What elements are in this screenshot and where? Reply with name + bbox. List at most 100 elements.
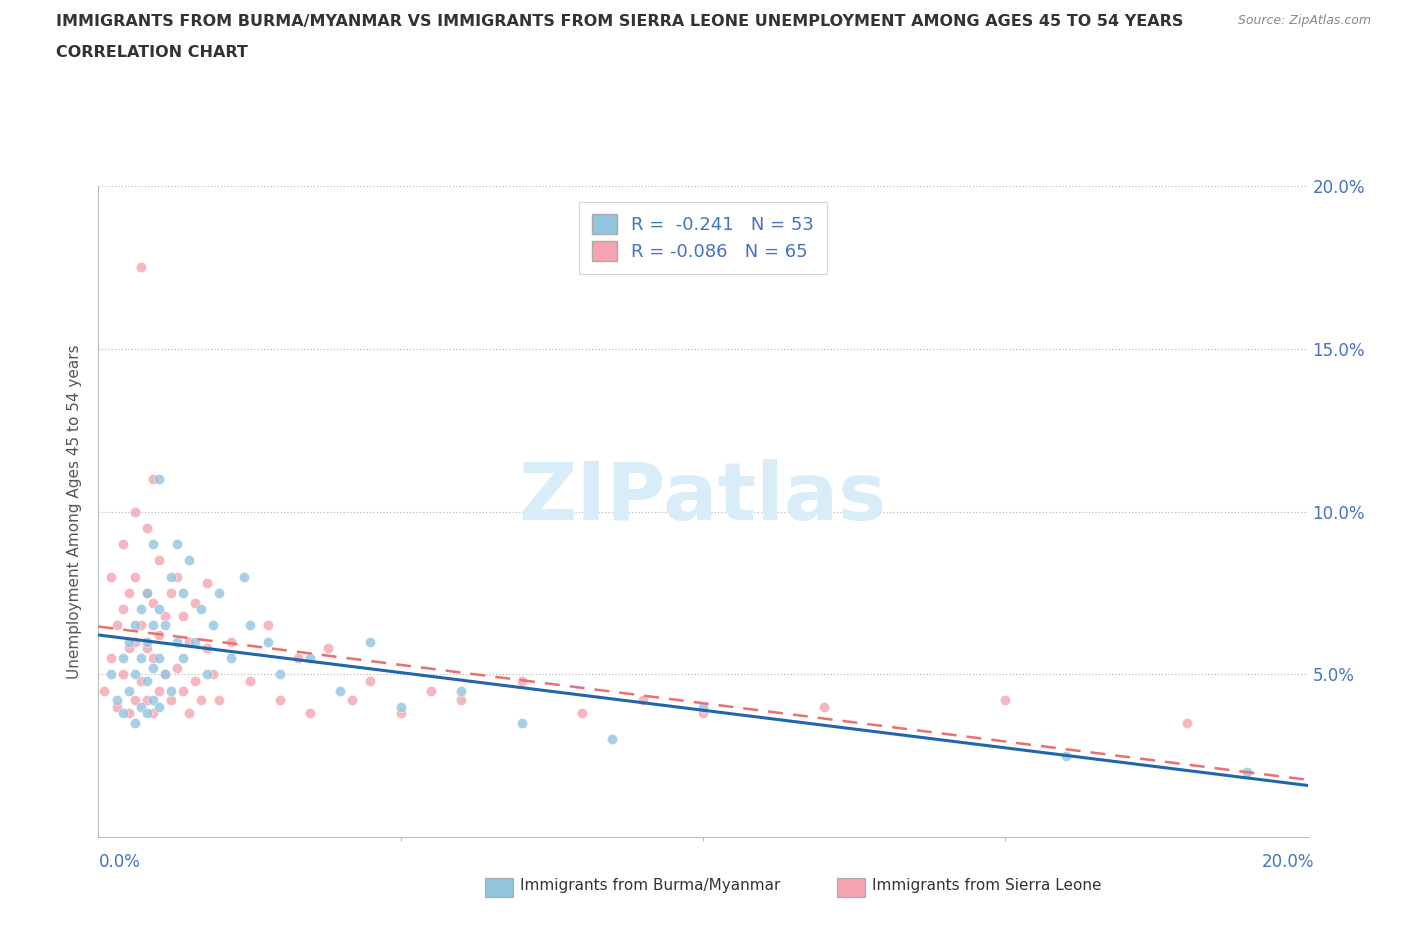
Point — [124, 716, 146, 731]
Y-axis label: Unemployment Among Ages 45 to 54 years: Unemployment Among Ages 45 to 54 years — [67, 344, 83, 679]
Point — [153, 667, 176, 682]
Point — [118, 684, 141, 698]
Point — [148, 553, 170, 568]
Text: IMMIGRANTS FROM BURMA/MYANMAR VS IMMIGRANTS FROM SIERRA LEONE UNEMPLOYMENT AMONG: IMMIGRANTS FROM BURMA/MYANMAR VS IMMIGRA… — [56, 14, 1184, 29]
Text: 0.0%: 0.0% — [98, 853, 141, 870]
Point — [124, 618, 146, 633]
Point — [148, 472, 170, 486]
Point — [105, 699, 128, 714]
Point — [195, 576, 218, 591]
Point — [148, 684, 170, 698]
Point — [1175, 716, 1198, 731]
Point — [166, 634, 188, 649]
Point — [184, 634, 207, 649]
Point — [450, 684, 472, 698]
Point — [256, 618, 278, 633]
Point — [166, 660, 188, 675]
Point — [142, 706, 165, 721]
Point — [221, 634, 243, 649]
Point — [105, 618, 128, 633]
Point — [124, 504, 146, 519]
Point — [160, 684, 183, 698]
Point — [142, 472, 165, 486]
Point — [202, 618, 225, 633]
Point — [142, 660, 165, 675]
Point — [100, 651, 122, 666]
Point — [129, 651, 152, 666]
Text: ZIPatlas: ZIPatlas — [519, 459, 887, 538]
Point — [148, 628, 170, 643]
Point — [118, 634, 141, 649]
Point — [111, 651, 134, 666]
Point — [221, 651, 243, 666]
Point — [389, 706, 412, 721]
Point — [179, 553, 201, 568]
Point — [148, 602, 170, 617]
Point — [160, 569, 183, 584]
Point — [360, 634, 382, 649]
Point — [184, 595, 207, 610]
Point — [202, 667, 225, 682]
Point — [389, 699, 412, 714]
Point — [135, 586, 157, 601]
Point — [571, 706, 593, 721]
Point — [172, 651, 194, 666]
Point — [129, 602, 152, 617]
Text: Source: ZipAtlas.com: Source: ZipAtlas.com — [1237, 14, 1371, 27]
Point — [420, 684, 443, 698]
Point — [342, 693, 364, 708]
Point — [190, 602, 212, 617]
Point — [148, 699, 170, 714]
Point — [195, 641, 218, 656]
Point — [239, 618, 262, 633]
Point — [142, 651, 165, 666]
Point — [179, 634, 201, 649]
Point — [239, 673, 262, 688]
Point — [172, 586, 194, 601]
Point — [111, 706, 134, 721]
Point — [124, 693, 146, 708]
Point — [124, 667, 146, 682]
Point — [100, 569, 122, 584]
Point — [316, 641, 339, 656]
Point — [118, 706, 141, 721]
Point — [813, 699, 835, 714]
Point — [129, 618, 152, 633]
Point — [153, 608, 176, 623]
Point — [208, 586, 231, 601]
Point — [994, 693, 1017, 708]
Text: Immigrants from Sierra Leone: Immigrants from Sierra Leone — [872, 878, 1101, 893]
Point — [631, 693, 654, 708]
Point — [142, 537, 165, 551]
Point — [124, 634, 146, 649]
Point — [135, 521, 157, 536]
Point — [256, 634, 278, 649]
Point — [118, 641, 141, 656]
Point — [172, 608, 194, 623]
Point — [148, 651, 170, 666]
Point — [269, 667, 291, 682]
Point — [602, 732, 624, 747]
Point — [179, 706, 201, 721]
Point — [208, 693, 231, 708]
Point — [510, 673, 533, 688]
Point — [450, 693, 472, 708]
Point — [510, 716, 533, 731]
Point — [135, 693, 157, 708]
Point — [287, 651, 309, 666]
Point — [135, 673, 157, 688]
Point — [118, 586, 141, 601]
Text: CORRELATION CHART: CORRELATION CHART — [56, 45, 247, 60]
Point — [142, 693, 165, 708]
Point — [1236, 764, 1258, 779]
Point — [692, 706, 714, 721]
Point — [135, 634, 157, 649]
Point — [299, 706, 322, 721]
Point — [142, 618, 165, 633]
Point — [166, 569, 188, 584]
Point — [360, 673, 382, 688]
Point — [135, 706, 157, 721]
Point — [135, 641, 157, 656]
Point — [232, 569, 254, 584]
Point — [129, 260, 152, 275]
